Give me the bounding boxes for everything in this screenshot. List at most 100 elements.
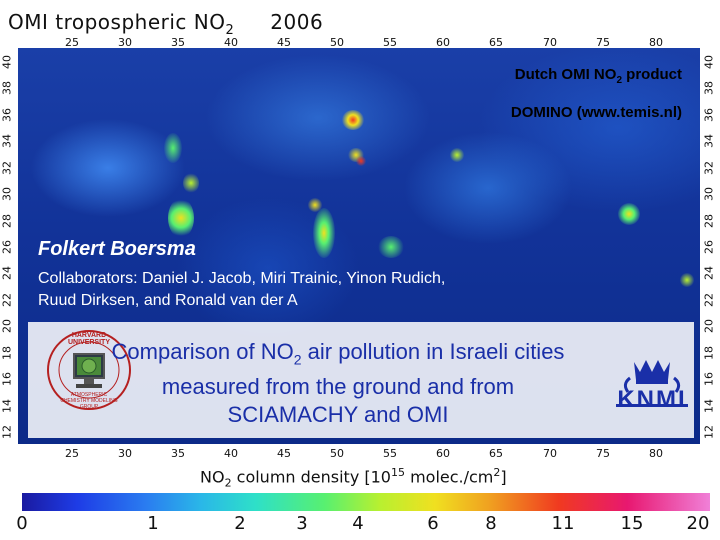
colorbar-tick: 6 <box>427 513 439 534</box>
presentation-title-line1: Comparison of NO2 air pollution in Israe… <box>108 338 568 373</box>
longitude-tick: 35 <box>171 447 185 460</box>
longitude-tick: 80 <box>649 36 663 49</box>
latitude-tick: 32 <box>702 160 716 175</box>
knmi-logo: KNMI <box>612 348 692 428</box>
latitude-tick: 12 <box>702 425 716 439</box>
presentation-title: Comparison of NO2 air pollution in Israe… <box>108 338 568 429</box>
hotspot-gulf-aden <box>378 236 404 258</box>
longitude-tick: 45 <box>277 447 291 460</box>
latitude-tick: 26 <box>0 240 14 254</box>
collaborators-line2: Ruud Dirksen, and Ronald van der A <box>38 292 298 309</box>
latitude-tick: 30 <box>0 187 14 202</box>
longitude-tick: 30 <box>118 36 132 49</box>
colorbar-tick: 4 <box>352 513 364 534</box>
latitude-tick: 34 <box>0 134 14 149</box>
longitude-tick: 50 <box>330 36 344 49</box>
latitude-tick: 14 <box>702 398 716 413</box>
colorbar-tick: 0 <box>16 513 28 534</box>
latitude-tick: 20 <box>0 319 14 334</box>
colorbar-tick: 20 <box>686 513 710 534</box>
product-label-line2: DOMINO (www.temis.nl) <box>510 104 682 121</box>
longitude-tick: 40 <box>224 36 238 49</box>
collaborators: Collaborators: Daniel J. Jacob, Miri Tra… <box>38 268 598 312</box>
hotspot-mumbai <box>680 273 694 287</box>
latitude-tick: 32 <box>0 160 14 175</box>
author-name: Folkert Boersma <box>38 238 196 260</box>
map-title: OMI tropospheric NO2 2006 <box>8 10 323 38</box>
hotspot-kuwait <box>356 156 366 166</box>
latitude-tick: 30 <box>702 187 716 202</box>
colorbar-tick: 8 <box>485 513 497 534</box>
collaborators-line1: Collaborators: Daniel J. Jacob, Miri Tra… <box>38 270 446 287</box>
colorbar-label-units: molec./cm <box>404 467 494 487</box>
latitude-tick: 28 <box>0 213 14 228</box>
latitude-tick: 28 <box>702 213 716 228</box>
longitude-tick: 40 <box>224 447 238 460</box>
longitude-tick: 65 <box>489 447 503 460</box>
presentation-title-line2: measured from the ground and from <box>161 374 515 400</box>
map-year: 2006 <box>270 10 324 34</box>
longitude-tick: 70 <box>543 36 557 49</box>
latitude-tick: 18 <box>702 345 716 360</box>
knmi-logo-text: KNMI <box>617 386 687 413</box>
longitude-tick: 75 <box>596 36 610 49</box>
longitude-tick: 60 <box>436 447 450 460</box>
longitude-tick: 45 <box>277 36 291 49</box>
presentation-title-line3: SCIAMACHY and OMI <box>227 402 449 428</box>
colorbar-label-end: ] <box>500 467 507 487</box>
longitude-tick: 80 <box>649 447 663 460</box>
presentation-title-panel: HARVARD UNIVERSITY ATMOSPHERIC CHEMISTRY… <box>28 322 694 438</box>
latitude-tick: 26 <box>702 240 716 254</box>
colorbar-label-sub: 2 <box>224 476 232 490</box>
latitude-tick: 38 <box>702 81 716 96</box>
title-line1-sub: 2 <box>293 351 302 368</box>
latitude-tick: 18 <box>0 345 14 360</box>
hotspot-nile-delta <box>183 173 199 193</box>
longitude-tick: 25 <box>65 36 79 49</box>
latitude-tick: 12 <box>0 425 14 439</box>
latitude-tick: 36 <box>702 107 716 122</box>
latitude-tick: 16 <box>0 372 14 387</box>
latitude-tick: 22 <box>702 292 716 307</box>
hotspot-israel <box>164 133 182 163</box>
longitude-tick: 30 <box>118 447 132 460</box>
colorbar-tick: 11 <box>551 513 575 534</box>
latitude-ticks-left: 40 38 36 34 32 30 28 26 24 22 20 18 16 14 12 <box>0 48 16 444</box>
latitude-tick: 16 <box>702 372 716 387</box>
latitude-tick: 24 <box>702 266 716 281</box>
colorbar-tick: 2 <box>234 513 246 534</box>
colorbar-label: NO2 column density [1015 molec./cm2] <box>200 466 507 490</box>
colorbar-label-sup: 15 <box>390 466 405 479</box>
map-title-text: OMI tropospheric NO <box>8 10 226 34</box>
longitude-tick: 35 <box>171 36 185 49</box>
latitude-tick: 34 <box>702 134 716 149</box>
latitude-ticks-right: 40 38 36 34 32 30 28 26 24 22 20 18 16 14 12 <box>702 48 718 444</box>
colorbar-ticks: 0 1 2 3 4 6 8 11 15 20 <box>0 513 720 537</box>
hotspot-karachi <box>450 148 464 162</box>
title-line1-suffix: air pollution in Israeli cities <box>301 339 565 364</box>
colorbar-tick: 15 <box>620 513 644 534</box>
product-label-suffix: product <box>622 66 682 83</box>
product-label-prefix: Dutch OMI NO <box>514 66 617 83</box>
longitude-tick: 50 <box>330 447 344 460</box>
product-label-line1: Dutch OMI NO2 product <box>515 66 682 86</box>
latitude-tick: 20 <box>702 319 716 334</box>
longitude-ticks-bottom: 25 30 35 40 45 50 55 60 65 70 75 80 <box>0 447 720 460</box>
harvard-logo: HARVARD UNIVERSITY ATMOSPHERIC CHEMISTRY… <box>46 328 132 412</box>
longitude-tick: 70 <box>543 447 557 460</box>
hotspot-delhi <box>618 203 640 225</box>
colorbar-tick: 1 <box>147 513 159 534</box>
hotspot-cairo <box>168 198 194 238</box>
longitude-tick: 55 <box>383 447 397 460</box>
longitude-tick: 60 <box>436 36 450 49</box>
map-header: OMI tropospheric NO2 2006 <box>0 0 720 48</box>
latitude-tick: 14 <box>0 398 14 413</box>
hotspot-riyadh <box>308 198 322 212</box>
latitude-tick: 40 <box>702 55 716 69</box>
title-line1-prefix: Comparison of NO <box>111 339 294 364</box>
harvard-logo-group: ATMOSPHERIC CHEMISTRY MODELING GROUP <box>60 392 118 410</box>
harvard-logo-text: HARVARD UNIVERSITY <box>67 332 110 346</box>
colorbar-tick: 3 <box>296 513 308 534</box>
longitude-tick: 75 <box>596 447 610 460</box>
longitude-tick: 65 <box>489 36 503 49</box>
